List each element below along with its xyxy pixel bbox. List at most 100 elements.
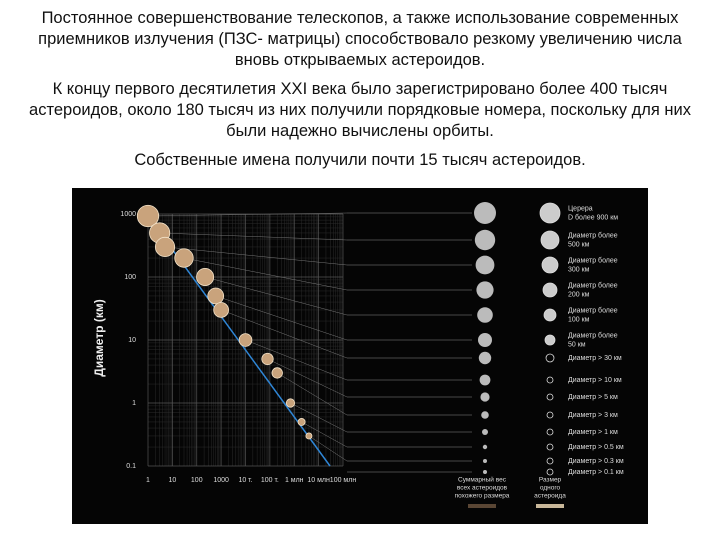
text-block: Постоянное совершенствование телескопов,… [20, 8, 700, 179]
paragraph: Постоянное совершенствование телескопов,… [38, 9, 682, 69]
weight-icon [474, 229, 496, 251]
size-label: Диаметр > 0.3 км [568, 458, 624, 465]
caption: Размер [539, 477, 562, 484]
point-connector [205, 276, 348, 316]
x-tick-label: 10 [168, 477, 176, 484]
paragraph: Собственные имена получили почти 15 тыся… [134, 151, 586, 169]
point-connector [290, 402, 348, 433]
point [196, 268, 215, 287]
size-label: Церера [568, 205, 593, 212]
size-icon [546, 376, 554, 384]
size-label: Диаметр более [568, 281, 618, 289]
weight-icon [479, 374, 491, 386]
y-axis-title: Диаметр (км) [92, 299, 106, 376]
point [174, 248, 194, 268]
size-icon [539, 202, 561, 224]
size-icon [546, 411, 554, 419]
point-connector [183, 257, 348, 291]
y-tick-label: 1000 [120, 211, 136, 218]
size-icon [546, 428, 554, 436]
size-icon [546, 393, 554, 401]
y-tick-label: 100 [124, 274, 136, 281]
point [238, 333, 253, 347]
x-tick-label: 1 млн [285, 477, 304, 484]
point [154, 236, 176, 257]
x-tick-label: 1 [146, 477, 150, 484]
point [136, 204, 160, 228]
size-icon [541, 256, 559, 274]
point-connector [277, 372, 348, 416]
point [261, 352, 274, 366]
point-connector [308, 435, 348, 462]
x-tick-label: 10 т. [238, 477, 252, 484]
size-label: 200 км [568, 291, 590, 298]
size-label: Диаметр более [568, 231, 618, 239]
caption: одного [540, 485, 561, 492]
size-label: Диаметр более [568, 331, 618, 339]
weight-icon [481, 411, 489, 419]
size-label: 500 км [568, 241, 590, 248]
size-icon [543, 308, 557, 322]
point [207, 287, 225, 305]
weight-icon [480, 392, 490, 402]
paragraph: К концу первого десятилетия XXI века был… [29, 80, 691, 140]
size-label: 50 км [568, 341, 586, 348]
point [285, 398, 296, 408]
weight-icon [477, 307, 493, 323]
size-label: Диаметр более [568, 306, 618, 314]
x-tick-label: 100 т. [261, 477, 279, 484]
point-connector [267, 358, 348, 398]
size-label: Диаметр > 1 км [568, 429, 618, 436]
point [213, 302, 229, 318]
x-tick-label: 10 млн [307, 477, 330, 484]
caption-swatch [468, 504, 496, 508]
size-label: 300 км [568, 266, 590, 273]
caption: похожего размера [455, 493, 510, 500]
point-connector [221, 309, 348, 359]
point-connector [159, 232, 348, 241]
size-icon [546, 457, 554, 465]
weight-icon [475, 255, 495, 275]
weight-icon [478, 351, 492, 365]
point-connector [165, 246, 348, 266]
weight-icon [474, 202, 496, 224]
y-tick-label: 10 [128, 337, 136, 344]
x-tick-label: 100 млн [330, 477, 357, 484]
size-label: Диаметр > 3 км [568, 412, 618, 419]
caption: всех астероидов [457, 485, 508, 492]
x-tick-label: 1000 [213, 477, 229, 484]
size-icon [546, 443, 554, 451]
point-connector [301, 421, 348, 448]
weight-icon [482, 444, 488, 450]
size-icon [544, 334, 556, 346]
y-tick-label: 0.1 [126, 463, 136, 470]
size-label: Диаметр > 0.1 км [568, 469, 624, 476]
size-label: Диаметр > 0.5 км [568, 444, 624, 451]
weight-icon [476, 281, 494, 299]
weight-icon [482, 429, 488, 435]
size-icon [542, 282, 558, 298]
size-label: Диаметр > 5 км [568, 394, 618, 401]
weight-icon [478, 333, 492, 347]
caption: Суммарный вес [458, 476, 507, 484]
size-label: Диаметр > 30 км [568, 355, 622, 362]
size-icon [545, 353, 555, 363]
point-connector [245, 339, 348, 381]
caption-swatch [536, 504, 564, 508]
size-icon [546, 468, 554, 476]
point [305, 432, 313, 440]
size-label: Диаметр > 10 км [568, 377, 622, 384]
point-connector [147, 212, 348, 217]
chart: Диаметр (км) 1 10 100 1000 10 т. 100 т. 1 млн 1… [72, 188, 648, 524]
point [271, 367, 283, 379]
size-icon [540, 230, 560, 250]
weight-icon [483, 459, 487, 463]
size-label: D более 900 км [568, 213, 618, 221]
size-label: Диаметр более [568, 256, 618, 264]
caption: астероида [534, 493, 566, 500]
x-tick-label: 100 [191, 477, 203, 484]
point [297, 418, 306, 426]
point-connector [215, 295, 348, 341]
size-label: 100 км [568, 316, 590, 323]
